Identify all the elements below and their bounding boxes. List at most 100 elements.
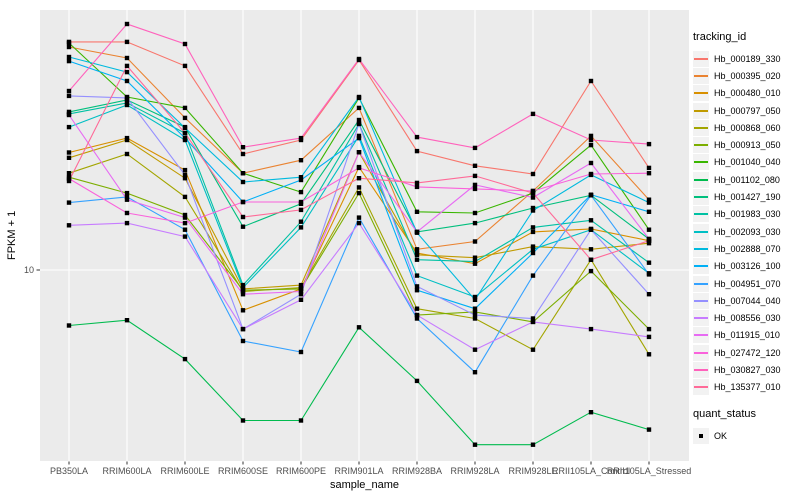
legend-item-Hb_007044_040: Hb_007044_040 <box>693 292 799 309</box>
legend-item-label: Hb_007044_040 <box>714 295 781 306</box>
data-point <box>646 260 652 265</box>
line-key-icon <box>693 171 709 188</box>
data-point <box>356 325 362 330</box>
data-point <box>646 227 652 232</box>
data-point <box>298 177 304 183</box>
data-point <box>646 272 652 277</box>
line-key-icon <box>693 258 709 275</box>
data-point <box>182 215 188 220</box>
data-point <box>298 349 304 355</box>
data-point <box>66 58 72 64</box>
line-swatch-icon <box>694 265 708 268</box>
data-point <box>240 224 246 229</box>
data-point <box>646 171 652 176</box>
legend-items: Hb_000189_330 Hb_000395_020 Hb_000480_010 H… <box>693 50 799 396</box>
data-point <box>298 418 304 423</box>
y-axis-title: FPKM + 1 <box>6 210 18 261</box>
data-point <box>472 163 478 168</box>
data-point <box>356 135 362 141</box>
line-swatch-icon <box>694 351 708 354</box>
x-tick-label: PB350LA <box>50 466 88 476</box>
data-point <box>298 289 304 294</box>
line-key-icon <box>693 275 709 292</box>
data-point <box>530 229 536 235</box>
legend-title-tracking-id: tracking_id <box>693 31 747 43</box>
x-tick-label: RRIM600LA <box>102 466 151 476</box>
x-tick-label: RRIM928BA <box>392 466 442 476</box>
data-point <box>124 151 130 157</box>
data-point <box>588 268 594 274</box>
data-point <box>472 145 478 151</box>
line-swatch-icon <box>694 109 708 112</box>
quant-status-section: quant_status OK <box>693 408 799 444</box>
data-point <box>124 137 130 143</box>
line-swatch-icon <box>694 92 708 95</box>
data-point <box>588 218 594 223</box>
data-point <box>240 199 246 205</box>
data-point <box>646 209 652 214</box>
data-point <box>124 190 130 196</box>
data-point <box>414 288 420 293</box>
data-point <box>414 273 420 278</box>
line-swatch-icon <box>694 334 708 337</box>
data-point <box>124 194 130 200</box>
data-point <box>240 338 246 344</box>
data-point <box>530 273 536 278</box>
data-point <box>182 115 188 121</box>
x-tick-label: RRIM901LA <box>334 466 383 476</box>
data-point <box>66 44 72 50</box>
data-point <box>298 158 304 163</box>
line-key-icon <box>693 154 709 171</box>
data-point <box>66 155 72 160</box>
y-tick-label: 10 <box>24 265 34 275</box>
data-point <box>66 150 72 155</box>
legend-item-label: Hb_000395_020 <box>714 70 781 81</box>
data-point <box>182 220 188 226</box>
legend-item-Hb_008556_030: Hb_008556_030 <box>693 309 799 327</box>
legend-title-quant-status: quant_status <box>693 407 756 420</box>
data-point <box>472 297 478 302</box>
legend-item-Hb_001040_040: Hb_001040_040 <box>693 154 799 171</box>
data-point <box>588 227 594 232</box>
data-point <box>298 297 304 302</box>
data-point <box>530 244 536 249</box>
data-point <box>240 326 246 332</box>
legend-item-Hb_004951_070: Hb_004951_070 <box>693 275 799 292</box>
data-point <box>182 130 188 136</box>
data-point <box>124 39 130 45</box>
line-swatch-icon <box>694 230 708 233</box>
legend-item-label: Hb_030827_030 <box>714 364 781 375</box>
data-point <box>414 316 420 321</box>
data-point <box>646 427 652 432</box>
x-axis-title: sample_name <box>329 479 400 491</box>
data-point <box>298 189 304 195</box>
legend-item-label: Hb_008556_030 <box>714 313 781 324</box>
data-point <box>182 176 188 181</box>
data-point <box>182 227 188 232</box>
line-swatch-icon <box>694 386 708 389</box>
data-point <box>240 418 246 423</box>
data-point <box>646 241 652 246</box>
x-tick-label: RRIM600PE <box>276 466 326 476</box>
legend-item-label: Hb_003126_100 <box>714 261 781 272</box>
legend-item-label: Hb_000797_050 <box>714 105 781 116</box>
data-point <box>472 173 478 179</box>
data-point <box>472 259 478 264</box>
x-tick-label: RRII105LA_Control <box>552 466 630 476</box>
line-swatch-icon <box>694 317 708 320</box>
data-point <box>414 378 420 384</box>
data-point <box>298 175 304 180</box>
data-point <box>298 219 304 224</box>
line-key-icon <box>693 240 709 257</box>
data-point <box>472 442 478 447</box>
line-swatch-icon <box>694 213 708 216</box>
data-point <box>530 195 536 200</box>
data-point <box>472 370 478 375</box>
legend-item-Hb_001102_080: Hb_001102_080 <box>693 171 799 188</box>
legend-item-Hb_030827_030: Hb_030827_030 <box>693 361 799 378</box>
data-point <box>530 190 536 196</box>
data-point <box>472 316 478 321</box>
legend-item-Hb_002888_070: Hb_002888_070 <box>693 240 799 257</box>
